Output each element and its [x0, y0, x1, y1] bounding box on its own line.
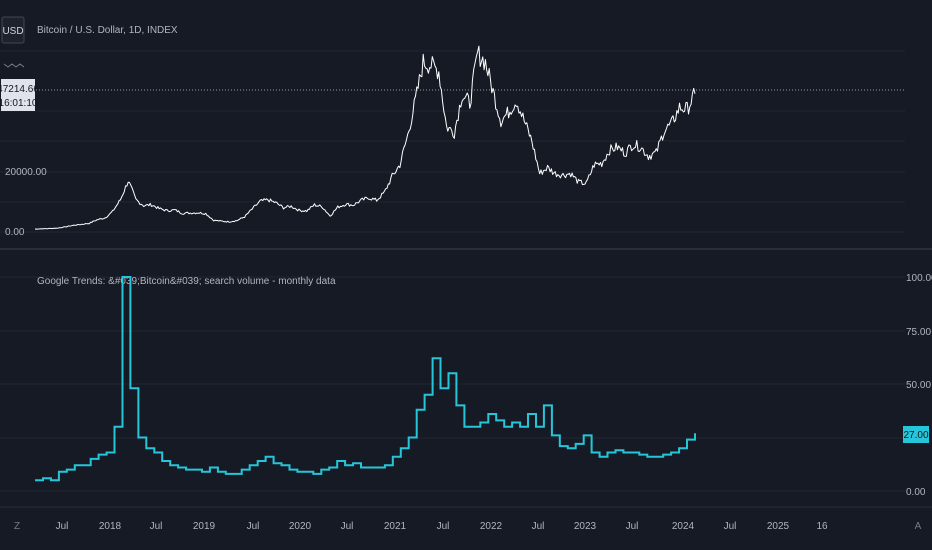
time-axis-label: Jul — [437, 521, 450, 532]
time-axis-label: 2024 — [672, 521, 695, 532]
scale-compress-icon[interactable] — [3, 63, 25, 68]
trends-title: Google Trends: &#039;Bitcoin&#039; searc… — [37, 276, 336, 287]
time-axis-label: Jul — [626, 521, 639, 532]
time-axis-label: Jul — [341, 521, 354, 532]
time-axis-label: 16 — [816, 521, 828, 532]
time-axis-label: Jul — [724, 521, 737, 532]
time-axis-label: Jul — [532, 521, 545, 532]
auto-scale-icon[interactable]: A — [915, 521, 922, 532]
trends-axis-label: 0.00 — [906, 487, 926, 498]
symbol-title: Bitcoin / U.S. Dollar, 1D, INDEX — [37, 25, 178, 36]
price-series-line — [34, 45, 696, 230]
trends-last-value-badge — [903, 426, 929, 443]
time-axis-label: Jul — [247, 521, 260, 532]
timezone-icon[interactable]: Z — [14, 521, 20, 532]
time-axis-label: 2025 — [767, 521, 790, 532]
trends-last-value: 27.00 — [903, 430, 928, 441]
price-axis-label: 20000.00 — [5, 167, 47, 178]
time-axis-labels: Jul 2018 Jul 2019 Jul 2020 Jul 2021 Jul 2022 Jul 20… — [56, 521, 828, 532]
time-axis-label: 2021 — [384, 521, 407, 532]
price-axis-label: 0.00 — [5, 227, 25, 238]
last-price-value: 47214.66 — [0, 84, 39, 95]
price-gridlines — [0, 50, 905, 233]
time-axis-label: 2023 — [574, 521, 597, 532]
trends-axis-label: 100.00 — [906, 273, 932, 284]
time-axis-label: 2022 — [480, 521, 503, 532]
time-axis-label: 2018 — [99, 521, 122, 532]
bar-countdown: 16:01:10 — [0, 98, 38, 109]
trends-series-line — [35, 276, 696, 482]
trends-axis-label: 75.00 — [906, 327, 931, 338]
time-axis-label: Jul — [150, 521, 163, 532]
trends-axis-label: 50.00 — [906, 380, 931, 391]
time-axis-label: 2019 — [193, 521, 216, 532]
currency-button-label: USD — [2, 26, 23, 37]
trends-gridlines — [0, 276, 905, 492]
time-axis-label: 2020 — [289, 521, 312, 532]
currency-button[interactable] — [1, 16, 25, 44]
last-price-badge — [1, 79, 35, 111]
time-axis-label: Jul — [56, 521, 69, 532]
